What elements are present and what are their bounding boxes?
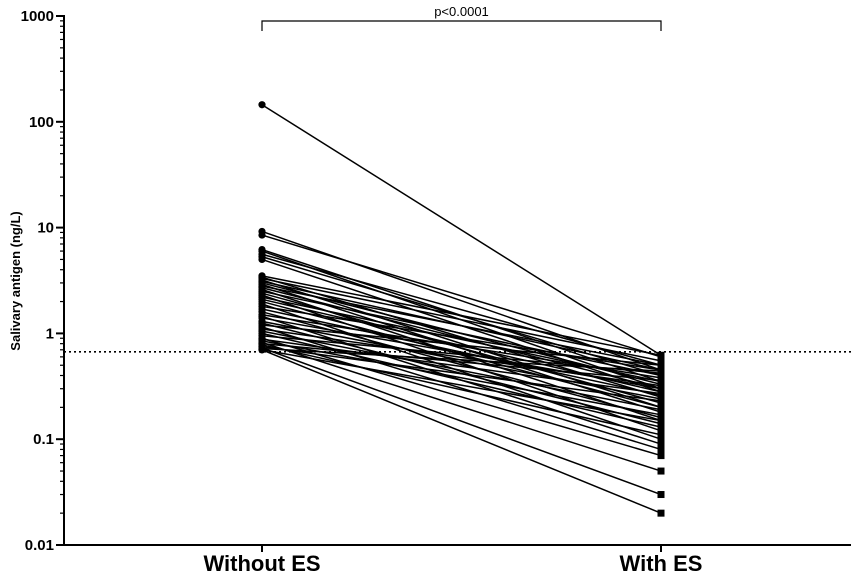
point-with-es bbox=[657, 382, 665, 390]
pair-line bbox=[261, 341, 662, 472]
point-with-es bbox=[657, 431, 665, 439]
pair-line bbox=[261, 349, 662, 422]
pair-line bbox=[261, 303, 662, 440]
pair-line bbox=[261, 330, 662, 411]
pair-line bbox=[261, 285, 662, 366]
point-with-es bbox=[657, 427, 665, 435]
point-with-es bbox=[657, 452, 665, 460]
point-with-es bbox=[657, 467, 665, 475]
pair-line bbox=[261, 308, 662, 397]
pair-line bbox=[261, 311, 662, 419]
y-tick-label: 0.01 bbox=[25, 537, 54, 554]
pair-line bbox=[261, 275, 662, 357]
point-with-es bbox=[657, 445, 665, 453]
pair-line bbox=[261, 326, 662, 451]
point-with-es bbox=[657, 417, 665, 425]
pair-line bbox=[261, 305, 662, 371]
y-tick-label: 0.1 bbox=[33, 431, 54, 448]
point-with-es bbox=[657, 406, 665, 414]
point-with-es bbox=[657, 351, 665, 359]
point-with-es bbox=[657, 357, 665, 365]
point-with-es bbox=[657, 361, 665, 369]
pair-line bbox=[261, 234, 662, 358]
point-with-es bbox=[657, 367, 665, 375]
point-with-es bbox=[657, 440, 665, 448]
point-with-es bbox=[657, 390, 665, 398]
y-tick-label: 1000 bbox=[21, 8, 54, 25]
point-with-es bbox=[657, 435, 665, 443]
point-with-es bbox=[657, 397, 665, 405]
pair-line bbox=[261, 338, 662, 395]
point-with-es bbox=[657, 423, 665, 431]
point-with-es bbox=[657, 411, 665, 419]
significance-label: p<0.0001 bbox=[434, 4, 489, 19]
pair-line bbox=[261, 290, 662, 377]
point-with-es bbox=[657, 509, 665, 517]
point-without-es bbox=[258, 255, 266, 264]
significance-bracket: p<0.0001 bbox=[261, 4, 662, 31]
pair-line bbox=[261, 337, 662, 457]
y-tick-label: 1 bbox=[46, 325, 54, 342]
pair-line bbox=[261, 344, 662, 436]
pair-line bbox=[261, 347, 662, 372]
point-without-es bbox=[258, 231, 266, 239]
pair-line bbox=[261, 340, 662, 416]
y-tick-label: 10 bbox=[37, 220, 54, 237]
pair-line bbox=[261, 345, 662, 402]
pair-line bbox=[261, 277, 662, 362]
point-without-es bbox=[258, 346, 266, 354]
pair-line bbox=[261, 342, 662, 382]
pair-line bbox=[261, 328, 662, 387]
y-axis-title: Salivary antigen (ng/L) bbox=[8, 211, 23, 350]
series-lines bbox=[261, 104, 662, 514]
y-tick-label: 100 bbox=[29, 114, 54, 131]
point-with-es bbox=[657, 491, 665, 499]
pair-line bbox=[261, 349, 662, 514]
point-without-es bbox=[258, 101, 266, 109]
point-with-es bbox=[657, 376, 665, 384]
bracket-line bbox=[261, 20, 662, 31]
series-markers bbox=[258, 101, 665, 517]
x-tick-label: With ES bbox=[620, 551, 703, 576]
pair-line bbox=[261, 324, 662, 366]
x-tick-label: Without ES bbox=[203, 551, 320, 576]
pair-line bbox=[261, 104, 662, 357]
pair-line bbox=[261, 347, 662, 496]
axes: 0.01 0.1 1 10 100 1000 Without ES With ES bbox=[21, 8, 851, 576]
